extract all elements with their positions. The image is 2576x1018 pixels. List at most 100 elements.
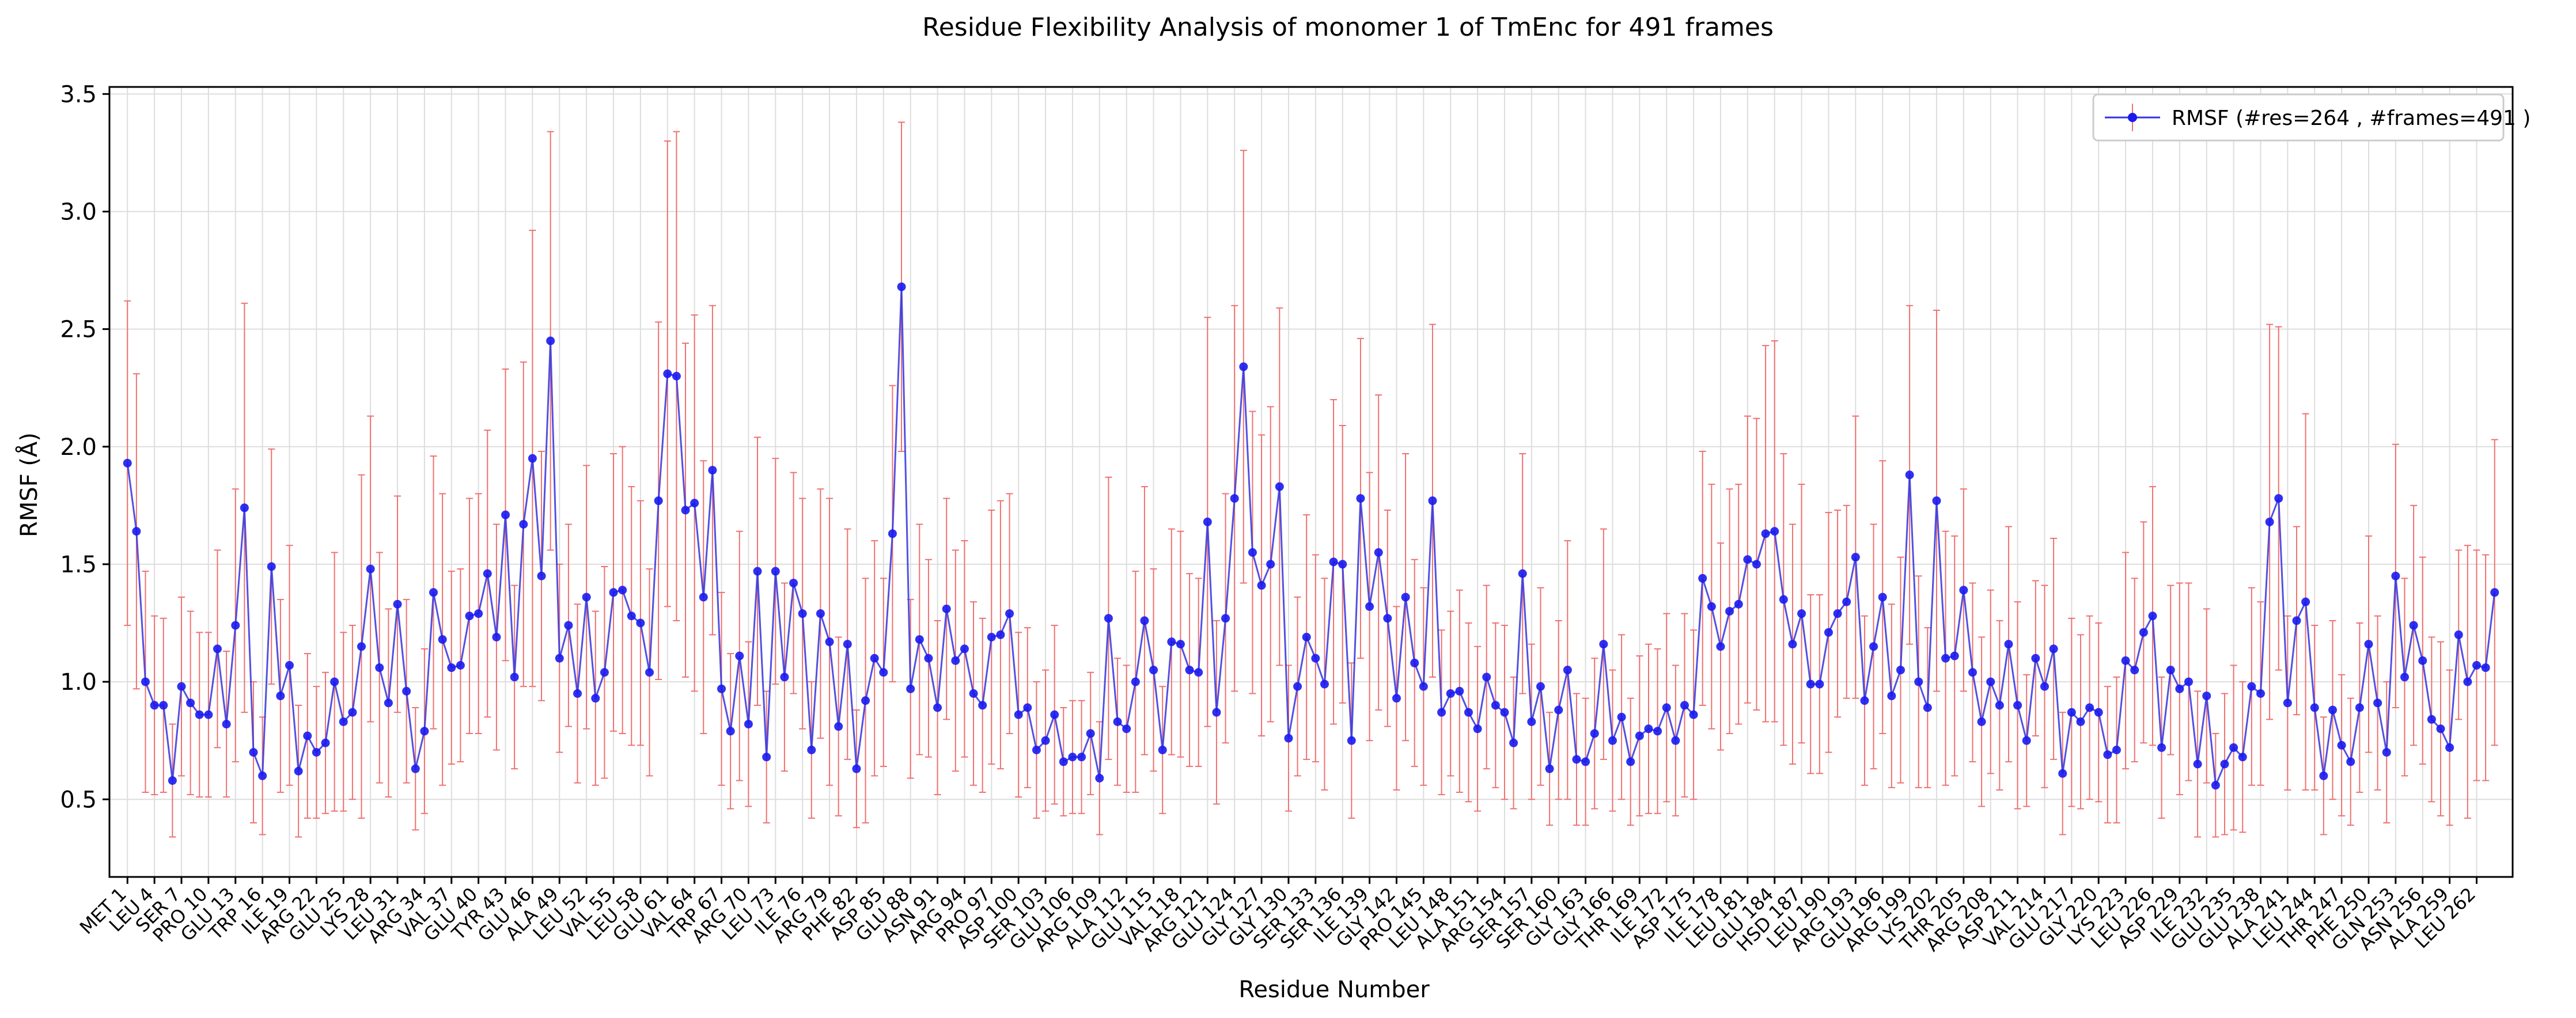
rmsf-point — [204, 710, 213, 719]
rmsf-point — [1500, 708, 1509, 717]
rmsf-point — [2049, 644, 2058, 654]
plot-frame — [108, 86, 2514, 878]
rmsf-point — [627, 611, 636, 621]
rmsf-point — [1977, 717, 1986, 726]
marker-layer — [123, 282, 2499, 790]
rmsf-point — [1392, 694, 1401, 703]
legend-box — [2092, 93, 2505, 142]
rmsf-point — [1086, 729, 1095, 738]
rmsf-point — [969, 689, 978, 698]
y-tick-label: 3.0 — [60, 199, 97, 225]
rmsf-point — [708, 466, 717, 475]
rmsf-point — [168, 776, 177, 785]
rmsf-point — [2355, 703, 2364, 712]
rmsf-point — [735, 651, 744, 660]
rmsf-point — [2157, 743, 2166, 752]
rmsf-point — [951, 656, 960, 665]
chart-title: Residue Flexibility Analysis of monomer … — [922, 13, 1774, 42]
rmsf-point — [2319, 771, 2328, 780]
legend-marker-swatch — [2128, 113, 2137, 122]
rmsf-point — [1266, 560, 1275, 569]
rmsf-point — [1122, 724, 1131, 734]
rmsf-point — [1032, 746, 1041, 754]
rmsf-point — [2031, 654, 2040, 663]
rmsf-point — [2454, 630, 2463, 639]
rmsf-point — [1014, 710, 1023, 719]
rmsf-point — [285, 661, 294, 670]
rmsf-point — [879, 668, 888, 677]
rmsf-point — [618, 586, 627, 595]
rmsf-point — [2013, 701, 2022, 710]
rmsf-point — [672, 371, 681, 381]
rmsf-point — [177, 682, 186, 691]
rmsf-point — [1275, 482, 1284, 491]
x-axis-label: Residue Number — [1238, 977, 1430, 1003]
rmsf-point — [1662, 703, 1671, 712]
rmsf-point — [1374, 548, 1383, 557]
rmsf-point — [600, 668, 609, 677]
rmsf-point — [2328, 705, 2337, 715]
rmsf-point — [717, 684, 726, 693]
rmsf-point — [1950, 651, 1959, 660]
rmsf-point — [1203, 517, 1212, 526]
rmsf-point — [2040, 682, 2049, 691]
rmsf-point — [762, 753, 771, 762]
rmsf-point — [1833, 609, 1842, 618]
rmsf-point — [339, 717, 348, 726]
rmsf-point — [645, 668, 654, 677]
rmsf-point — [1473, 724, 1482, 734]
rmsf-point — [1581, 757, 1590, 766]
rmsf-point — [987, 633, 996, 641]
rmsf-point — [420, 727, 429, 736]
rmsf-point — [1113, 717, 1122, 726]
rmsf-point — [258, 771, 267, 780]
rmsf-point — [2004, 640, 2013, 649]
rmsf-point — [393, 599, 402, 609]
rmsf-point — [2175, 684, 2184, 693]
rmsf-point — [2112, 746, 2121, 754]
rmsf-point — [1536, 682, 1545, 691]
rmsf-point — [699, 592, 708, 602]
rmsf-point — [1338, 560, 1347, 569]
rmsf-point — [1770, 527, 1779, 536]
rmsf-point — [2247, 682, 2256, 691]
rmsf-point — [1167, 637, 1176, 647]
rmsf-point — [771, 567, 780, 576]
rmsf-point — [537, 571, 546, 580]
rmsf-point — [2238, 753, 2247, 762]
rmsf-point — [2094, 708, 2103, 717]
rmsf-point — [2211, 781, 2220, 790]
rmsf-point — [1005, 609, 1014, 618]
rmsf-point — [2418, 656, 2427, 665]
rmsf-point — [2139, 628, 2148, 637]
rmsf-point — [807, 746, 816, 754]
rmsf-point — [1365, 602, 1374, 611]
rmsf-point — [1797, 609, 1806, 618]
rmsf-point — [240, 503, 249, 512]
rmsf-point — [2382, 748, 2391, 757]
rmsf-point — [1824, 628, 1833, 637]
rmsf-point — [726, 727, 735, 736]
rmsf-point — [2148, 611, 2157, 621]
rmsf-point — [1689, 710, 1698, 719]
rmsf-point — [1419, 682, 1428, 691]
rmsf-point — [1761, 529, 1770, 538]
rmsf-point — [294, 766, 303, 776]
rmsf-point — [222, 720, 231, 729]
rmsf-point — [528, 454, 537, 463]
rmsf-point — [2193, 759, 2202, 769]
rmsf-point — [1590, 729, 1599, 738]
rmsf-point — [2436, 724, 2445, 734]
rmsf-point — [474, 609, 483, 618]
rmsf-point — [861, 696, 870, 705]
rmsf-point — [1356, 494, 1365, 503]
rmsf-point — [2085, 703, 2094, 712]
rmsf-point — [1230, 494, 1239, 503]
rmsf-point — [2022, 736, 2031, 745]
rmsf-point — [1329, 557, 1338, 567]
rmsf-point — [2184, 677, 2193, 686]
rmsf-point — [1239, 362, 1248, 371]
y-tick-label: 2.0 — [60, 434, 97, 461]
rmsf-point — [1887, 692, 1896, 701]
rmsf-point — [1860, 696, 1869, 705]
